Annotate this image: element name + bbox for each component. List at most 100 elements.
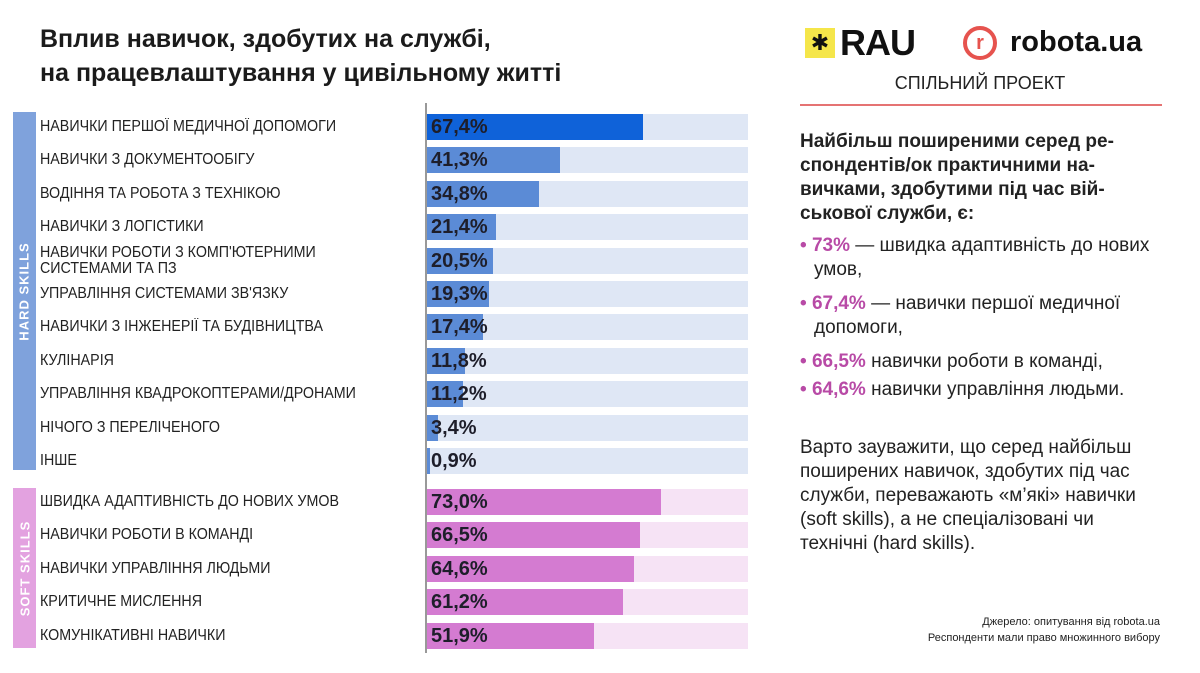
title-line-1: Вплив навичок, здобутих на службі,	[40, 25, 491, 53]
page-title: Вплив навичок, здобутих на службі, на пр…	[40, 22, 561, 90]
bar-row: КРИТИЧНЕ МИСЛЕННЯ 61,2%	[40, 587, 750, 617]
bar-value-label: 64,6%	[431, 557, 488, 580]
bar-track: 64,6%	[427, 555, 748, 582]
bar-row: НІЧОГО З ПЕРЕЛІЧЕНОГО 3,4%	[40, 413, 750, 443]
bar-row: ІНШЕ 0,9%	[40, 446, 750, 476]
bar-category-label: НАВИЧКИ З ІНЖЕНЕРІЇ ТА БУДІВНИЦТВА	[40, 318, 323, 336]
summary-lead: Найбільш поширеними серед ре­спондентів/…	[800, 131, 1114, 224]
soft-skills-group-label: SOFT SKILLS	[13, 488, 36, 648]
bullet-pct: 64,6%	[811, 379, 866, 400]
bar	[427, 522, 641, 549]
rau-star-icon: ✱	[805, 28, 835, 58]
rau-logo: RAU	[840, 22, 916, 63]
bar-row: НАВИЧКИ РОБОТИ З КОМП'ЮТЕРНИМИ СИСТЕМАМИ…	[40, 243, 750, 277]
logos: ✱ RAU r robota.ua	[805, 22, 1165, 64]
bar-row: КУЛІНАРІЯ 11,8%	[40, 346, 750, 376]
bar-track: 41,3%	[427, 147, 748, 174]
bar-category-label: КОМУНІКАТИВНІ НАВИЧКИ	[40, 626, 226, 644]
bullet-text: — навички першої медичної допомоги,	[814, 293, 1121, 338]
bar-category-label: НАВИЧКИ РОБОТИ З КОМП'ЮТЕРНИМИ СИСТЕМАМИ…	[40, 243, 316, 277]
bar-row: УПРАВЛІННЯ КВАДРОКОПТЕРАМИ/ДРОНАМИ 11,2%	[40, 379, 750, 409]
bar-value-label: 61,2%	[431, 591, 488, 614]
bar-value-label: 0,9%	[431, 450, 477, 472]
bar-track: 51,9%	[427, 622, 748, 649]
hard-skills-group-label: HARD SKILLS	[13, 112, 36, 470]
summary-note: Варто зауважити, що серед най­більш поши…	[800, 437, 1136, 554]
robota-r-icon: r	[963, 26, 997, 60]
source-line: Джерело: опитування від robota.ua	[982, 616, 1160, 628]
bar-row: НАВИЧКИ З ЛОГІСТИКИ 21,4%	[40, 212, 750, 242]
bar-row: УПРАВЛІННЯ СИСТЕМАМИ ЗВ'ЯЗКУ 19,3%	[40, 279, 750, 309]
bar-row: ШВИДКА АДАПТИВНІСТЬ ДО НОВИХ УМОВ 73,0%	[40, 487, 750, 517]
bar	[427, 555, 635, 582]
bar-category-label: КРИТИЧНЕ МИСЛЕННЯ	[40, 593, 203, 611]
joint-project-label: СПІЛЬНИЙ ПРОЕКТ	[894, 73, 1066, 93]
bar	[427, 114, 644, 140]
bar-row: НАВИЧКИ РОБОТИ В КОМАНДІ 66,5%	[40, 520, 750, 550]
bar	[427, 314, 483, 341]
bar-row: ВОДІННЯ ТА РОБОТА З ТЕХНІКОЮ 34,8%	[40, 179, 750, 209]
bar-track: 17,4%	[427, 314, 748, 341]
bar-value-label: 51,9%	[431, 624, 488, 647]
bullet-item: • 67,4% — навички першої медичної допомо…	[800, 293, 1121, 338]
divider	[800, 104, 1162, 106]
bar-value-label: 73,0%	[431, 491, 488, 513]
bar-row: КОМУНІКАТИВНІ НАВИЧКИ 51,9%	[40, 621, 750, 651]
title-line-2: на працевлаштування у цивільному житті	[40, 59, 562, 87]
bar	[427, 589, 624, 616]
bar	[427, 414, 438, 441]
hard-skills-text: HARD SKILLS	[17, 241, 33, 341]
bar-category-label: НАВИЧКИ З ЛОГІСТИКИ	[40, 218, 204, 236]
bullet-pct: 67,4%	[811, 293, 866, 314]
soft-skills-text: SOFT SKILLS	[17, 520, 32, 616]
bar-track: 20,5%	[427, 247, 748, 274]
bullet-text: навички роботи в команді,	[865, 351, 1103, 372]
bar-track: 11,8%	[427, 347, 748, 374]
bar-track: 34,8%	[427, 180, 748, 207]
bar-track: 67,4%	[427, 114, 748, 140]
bar	[427, 180, 539, 207]
bar-track: 19,3%	[427, 281, 748, 307]
bar	[427, 247, 493, 274]
bar-category-label: НАВИЧКИ РОБОТИ В КОМАНДІ	[40, 526, 254, 544]
multiple-choice-note: Респонденти мали право множинного вибору	[927, 632, 1160, 644]
bar-value-label: 17,4%	[431, 316, 488, 339]
bullet-pct: 66,5%	[811, 351, 866, 372]
bar-row: НАВИЧКИ З ІНЖЕНЕРІЇ ТА БУДІВНИЦТВА 17,4%	[40, 312, 750, 342]
bullet-item: • 73% — швидка адаптивність до нових умо…	[800, 235, 1150, 280]
bullet-text: навички управління людьми.	[865, 379, 1125, 400]
bar	[427, 347, 465, 374]
bar-category-label: НІЧОГО З ПЕРЕЛІЧЕНОГО	[40, 418, 220, 436]
bullet-item: • 64,6% навички управління людьми.	[800, 379, 1125, 400]
bar	[427, 622, 594, 649]
bar-category-label: УПРАВЛІННЯ КВАДРОКОПТЕРАМИ/ДРОНАМИ	[40, 385, 356, 403]
source-note: Джерело: опитування від robota.ua Респон…	[928, 614, 1160, 646]
bar-value-label: 67,4%	[431, 116, 488, 138]
bar-value-label: 3,4%	[431, 416, 477, 439]
bullet-item: • 66,5% навички роботи в команді,	[800, 351, 1103, 372]
bar-row: НАВИЧКИ УПРАВЛІННЯ ЛЮДЬМИ 64,6%	[40, 554, 750, 584]
bar	[427, 281, 489, 307]
bullet-text: — швидка адаптивність до нових умов,	[814, 235, 1150, 280]
bar-category-label: ШВИДКА АДАПТИВНІСТЬ ДО НОВИХ УМОВ	[40, 493, 339, 510]
summary-bullets: • 73% — швидка адаптивність до нових умо…	[800, 234, 1165, 412]
bar-value-label: 20,5%	[431, 249, 488, 272]
bar-value-label: 11,2%	[431, 383, 487, 406]
bullet-pct: 73%	[811, 235, 850, 256]
bar-value-label: 21,4%	[431, 216, 488, 239]
bar-row: НАВИЧКИ З ДОКУМЕНТООБІГУ 41,3%	[40, 145, 750, 175]
bar-track: 0,9%	[427, 448, 748, 474]
bar-value-label: 11,8%	[431, 349, 487, 372]
bar-track: 61,2%	[427, 589, 748, 616]
bar-category-label: ІНШЕ	[40, 452, 77, 469]
bar-row: НАВИЧКИ ПЕРШОЇ МЕДИЧНОЇ ДОПОМОГИ 67,4%	[40, 112, 750, 142]
chart-axis	[425, 103, 427, 653]
bar-track: 11,2%	[427, 381, 748, 408]
bar-category-label: НАВИЧКИ ПЕРШОЇ МЕДИЧНОЇ ДОПОМОГИ	[40, 118, 337, 135]
robota-logo: robota.ua	[1010, 26, 1143, 58]
bar-value-label: 34,8%	[431, 182, 488, 205]
bar-track: 66,5%	[427, 522, 748, 549]
bar-track: 21,4%	[427, 214, 748, 241]
bar	[427, 214, 496, 241]
bar	[427, 147, 560, 174]
